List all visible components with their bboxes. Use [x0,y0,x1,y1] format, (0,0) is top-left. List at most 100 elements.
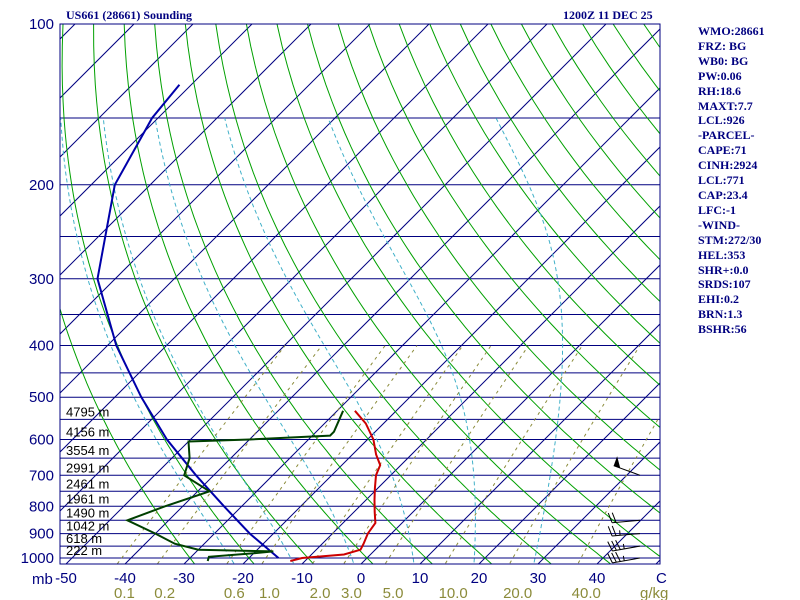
moist-adiabat-line [224,117,415,564]
isotherm-line [478,382,660,564]
dry-adiabat-line [398,24,660,386]
temperature-tick-label: 20 [471,570,488,587]
isotherm-line [124,28,660,564]
index-line: LCL:771 [698,173,745,188]
temperature-profile-line [290,410,382,562]
dry-adiabat-line [60,307,196,564]
mixing-ratio-line [311,345,464,564]
index-line: WMO:28661 [698,24,765,38]
index-line: RH:18.6 [698,83,741,98]
moist-adiabat-line [327,117,476,564]
index-line: CAPE:71 [698,143,747,158]
isotherm-line [360,264,660,564]
temperature-tick-label: -50 [55,570,77,587]
mixing-ratio-line [226,345,386,564]
dry-adiabat-line [459,24,660,303]
temperature-tick-label: -10 [291,570,313,587]
pressure-tick-label: 1000 [21,550,54,567]
height-label: 1042 m [66,519,109,534]
dry-adiabat-line [643,24,660,49]
index-line: LFC:-1 [698,202,736,217]
dry-adiabat-line [735,24,800,569]
dry-adiabat-line [123,24,374,564]
isotherm-line [0,24,16,569]
mixing-ratio-tick-label: 0.2 [154,585,175,600]
index-line: STM:272/30 [698,232,762,247]
plot-frame [59,23,661,565]
pressure-tick-label: 700 [29,467,54,484]
isotherm-line [60,24,489,453]
index-line: WB0: BG [698,53,749,68]
height-label: 222 m [66,543,102,558]
height-label: 1961 m [66,491,109,506]
dry-adiabat-line [245,24,612,564]
isotherm-line [60,24,548,512]
index-line: SRDS:107 [698,277,751,292]
height-label: 4156 m [66,425,109,440]
index-line: MAXT:7.7 [698,98,753,113]
wind-barb [607,512,641,524]
pressure-unit-label: mb [32,571,53,588]
dry-adiabat-line [674,24,800,569]
isotherm-line [60,24,194,158]
index-line: BSHR:56 [698,322,747,337]
mixing-ratio-tick-label: 10.0 [439,585,468,600]
index-line: LCL:926 [698,113,745,128]
mixing-ratio-tick-label: 2.0 [310,585,331,600]
moist-adiabat-line [60,117,235,564]
temperature-tick-label: 0 [357,570,365,587]
isotherm-line [655,559,660,564]
dry-adiabat-line [215,24,553,564]
indices-panel: WMO:28661 FRZ: BG WB0: BG PW:0.06 RH:18.6 MAX… [698,24,798,337]
pressure-tick-label: 100 [29,16,54,33]
height-label: 618 m [66,531,102,546]
mixing-ratio-tick-label: 5.0 [383,585,404,600]
moist-adiabat-line [154,117,355,564]
pressure-tick-label: 900 [29,526,54,543]
height-label: 1490 m [66,505,109,520]
isotherm-line [419,323,660,564]
mixing-ratio-line [577,414,660,564]
isotherm-line [537,441,660,564]
wind-barb [607,551,641,564]
mixing-ratio-tick-label: 40.0 [572,585,601,600]
pressure-tick-label: 200 [29,177,54,194]
mixing-ratio-tick-label: 3.0 [341,585,362,600]
temperature-tick-label: -40 [114,570,136,587]
dry-adiabat-line [61,24,255,564]
index-line: -PARCEL- [698,128,755,143]
isotherm-line [596,500,660,564]
index-line: -WIND- [698,217,740,232]
isotherm-line [65,24,607,564]
index-line: PW:0.06 [698,68,742,83]
temperature-tick-label: -20 [232,570,254,587]
isotherm-line [183,87,660,564]
index-line: BRN:1.3 [698,307,743,322]
height-label: 3554 m [66,443,109,458]
dry-adiabat-line [368,24,660,429]
pressure-tick-label: 600 [29,432,54,449]
mixing-ratio-line [116,345,286,564]
isotherm-line [60,24,312,276]
height-label: 2991 m [66,460,109,475]
index-line: HEL:353 [698,247,746,262]
mixing-ratio-line [343,345,492,564]
dry-adiabat-line [551,24,660,177]
dry-adiabat-line [520,24,660,219]
dry-adiabat-line [184,24,493,564]
station-title: US661 (28661) Sounding [66,8,193,22]
moist-adiabat-line [495,117,564,564]
height-label: 4795 m [66,404,109,419]
temperature-unit-label: C [656,570,667,587]
dry-adiabat-line [429,24,660,344]
isotherm-line [242,146,660,564]
mixing-ratio-line [444,345,583,564]
temperature-tick-label: 40 [589,570,606,587]
dry-adiabat-line [93,24,315,564]
index-line: CAP:23.4 [698,187,748,202]
mixing-ratio-tick-label: 1.0 [259,585,280,600]
temperature-tick-label: -30 [173,570,195,587]
wind-barb [613,456,641,476]
mixing-ratio-line [156,345,323,564]
